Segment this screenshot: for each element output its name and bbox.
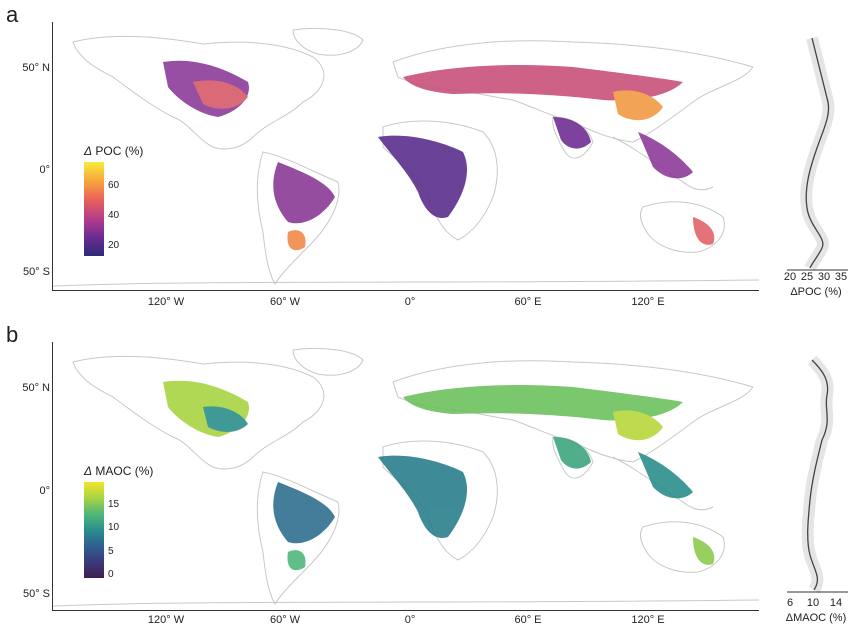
panel-a-lon-60e: 60° E	[514, 296, 542, 308]
panel-b-lon-120e: 120° E	[631, 614, 665, 626]
panel-b-lat-50s: 50° S	[22, 588, 50, 600]
panel-b-lon-0: 0°	[404, 614, 416, 626]
panel-b-letter: b	[6, 322, 19, 347]
panel-a-lon-60w: 60° W	[269, 296, 301, 308]
panel-a-legend-colorbar	[84, 162, 104, 256]
panel-a-world-map	[53, 27, 759, 287]
panel-b-legend-tick-5: 5	[108, 546, 114, 557]
panel-a-lat-profile	[787, 36, 848, 271]
panel-a-legend-title: Δ POC (%)	[84, 144, 144, 158]
panel-b-side-title: ΔMAOC (%)	[785, 612, 847, 624]
panel-b-map	[52, 342, 759, 611]
panel-b-lon-60w: 60° W	[269, 614, 301, 626]
panel-b-lat-50n: 50° N	[22, 382, 50, 394]
panel-b-lon-120w: 120° W	[147, 614, 185, 626]
panel-a-lon-120e: 120° E	[631, 296, 665, 308]
panel-a-lat-0: 0°	[39, 164, 50, 176]
panel-b-legend-tick-10: 10	[108, 522, 120, 533]
panel-a-side-tick-35: 35	[834, 271, 848, 283]
panel-a-side-title: ΔPOC (%)	[790, 286, 842, 298]
panel-a-lat-50n: 50° N	[22, 62, 50, 74]
panel-b-lat-0: 0°	[39, 485, 50, 497]
panel-b-side-tick-10: 10	[806, 597, 820, 609]
panel-a-legend-tick-20: 20	[108, 240, 120, 251]
panel-a-side-tick-30: 30	[817, 271, 831, 283]
panel-b-side-tick-14: 14	[829, 597, 843, 609]
panel-a-map	[52, 22, 759, 291]
panel-b-legend-title: Δ MAOC (%)	[84, 464, 154, 478]
panel-a-lat-50s: 50° S	[22, 266, 50, 278]
panel-b-world-map	[53, 347, 759, 607]
panel-b-lat-profile	[787, 355, 848, 594]
panel-a-side-tick-20: 20	[783, 271, 797, 283]
panel-b-legend-tick-15: 15	[108, 499, 120, 510]
panel-b-lon-60e: 60° E	[514, 614, 542, 626]
panel-a-legend-tick-60: 60	[108, 180, 120, 191]
panel-a-lon-0: 0°	[404, 296, 416, 308]
panel-a-side-tick-25: 25	[800, 271, 814, 283]
panel-b-legend-tick-0: 0	[108, 569, 114, 580]
panel-a-legend-tick-40: 40	[108, 210, 120, 221]
panel-b-side-tick-6: 6	[786, 597, 794, 609]
panel-b-legend-colorbar	[84, 482, 104, 578]
panel-a-lon-120w: 120° W	[147, 296, 185, 308]
panel-a-letter: a	[6, 2, 19, 27]
